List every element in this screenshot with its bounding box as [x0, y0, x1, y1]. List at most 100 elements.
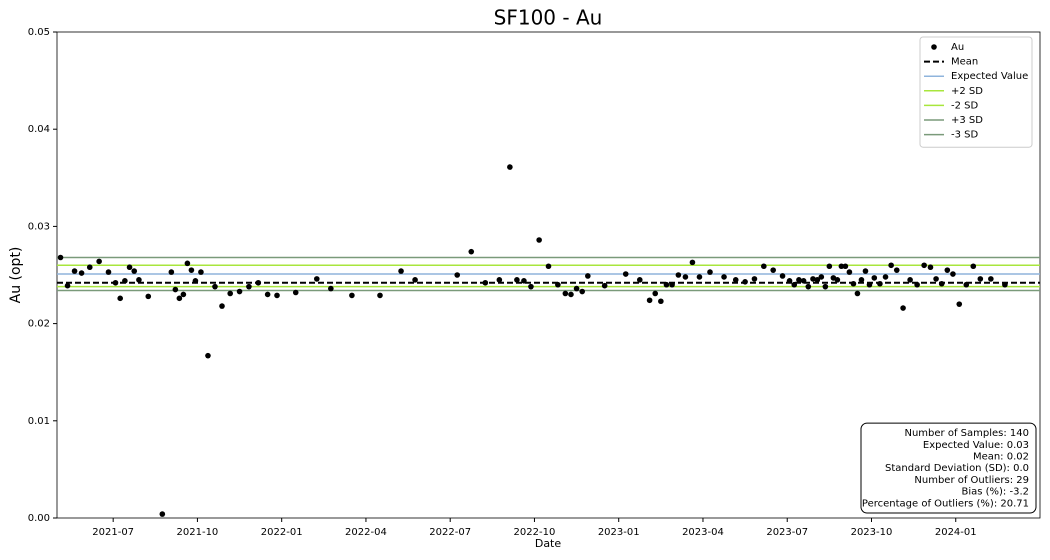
stats-line: Expected Value: 0.03 [923, 440, 1029, 451]
y-tick-label: 0.01 [28, 416, 50, 427]
stats-line: Standard Deviation (SD): 0.0 [885, 463, 1029, 474]
data-point [721, 274, 727, 280]
y-tick-label: 0.03 [28, 221, 50, 232]
y-axis-label: Au (opt) [8, 247, 24, 304]
data-point [205, 352, 211, 359]
legend-label: Expected Value [951, 71, 1028, 82]
data-point [669, 281, 675, 288]
data-point [198, 269, 204, 275]
x-tick-label: 2022-07 [429, 527, 471, 538]
data-point [521, 278, 527, 284]
data-point [636, 277, 643, 283]
plot-frame [56, 31, 1041, 519]
data-point [398, 268, 404, 274]
data-point [64, 282, 71, 289]
data-point [328, 285, 334, 292]
stats-frame [860, 422, 1037, 514]
data-point [468, 248, 475, 255]
data-point [707, 269, 713, 275]
data-point [846, 269, 853, 275]
data-point [933, 276, 939, 282]
data-point [507, 164, 513, 170]
legend: Au Mean Expected Value +2 SD -2 SD +3 SD -3 SD [919, 36, 1033, 148]
data-point [71, 268, 78, 274]
data-point [227, 290, 233, 297]
data-point [871, 275, 878, 281]
data-point [192, 278, 199, 284]
data-point [818, 274, 825, 280]
legend-label: Au [951, 42, 964, 53]
data-point [562, 290, 569, 297]
data-point [888, 262, 894, 269]
data-point [675, 272, 682, 278]
data-point [791, 281, 798, 288]
data-point [834, 277, 841, 283]
data-point [585, 273, 591, 279]
data-point [796, 277, 802, 283]
data-point [131, 268, 138, 274]
data-point [86, 264, 93, 271]
data-point [805, 283, 812, 290]
data-point [555, 281, 561, 288]
data-point [988, 276, 994, 282]
data-point [412, 277, 418, 283]
data-point [696, 274, 703, 280]
stats-line: Number of Samples: 140 [904, 428, 1029, 439]
data-point [255, 279, 262, 286]
data-point [786, 278, 793, 284]
data-point [1002, 281, 1008, 288]
data-point [96, 258, 102, 265]
data-point [732, 277, 739, 283]
data-point [236, 288, 243, 295]
data-point [536, 237, 542, 243]
data-point [159, 511, 166, 517]
data-point [977, 276, 984, 282]
legend-label: -2 SD [951, 100, 978, 111]
data-point [658, 298, 664, 305]
data-point [57, 254, 64, 261]
data-point [842, 263, 849, 270]
data-point [914, 281, 920, 288]
data-point [274, 292, 280, 299]
x-tick-label: 2022-04 [345, 527, 387, 538]
legend-label: +3 SD [951, 115, 983, 126]
data-point [454, 272, 461, 278]
data-point [770, 267, 776, 273]
data-point [117, 295, 123, 302]
data-point [528, 283, 534, 290]
legend-label: -3 SD [951, 130, 978, 141]
data-point [126, 264, 133, 271]
data-point [176, 295, 183, 302]
x-tick-label: 2024-01 [935, 527, 977, 538]
data-point [882, 274, 889, 280]
data-point [814, 277, 821, 283]
data-point [810, 276, 816, 282]
x-axis-label: Date [535, 537, 562, 550]
data-point [136, 277, 142, 283]
x-tick-label: 2021-10 [177, 527, 219, 538]
data-point [963, 281, 970, 288]
data-point [893, 267, 900, 273]
data-point [826, 263, 833, 270]
data-point [568, 291, 574, 298]
x-tick-label: 2023-10 [851, 527, 893, 538]
data-point [264, 291, 271, 298]
data-point [938, 280, 945, 287]
stats-line: Percentage of Outliers (%): 20.71 [862, 498, 1029, 509]
x-tick-label: 2022-10 [514, 527, 556, 538]
data-point [663, 281, 670, 288]
data-point [862, 268, 869, 274]
data-point [956, 301, 963, 307]
data-point [800, 278, 807, 284]
data-point [921, 262, 927, 269]
data-point [377, 292, 383, 299]
data-point [514, 277, 520, 283]
data-point [854, 290, 861, 297]
y-tick-label: 0.00 [28, 513, 50, 524]
data-point [313, 276, 320, 282]
data-point [188, 267, 195, 273]
stats-line: Mean: 0.02 [973, 452, 1029, 463]
data-point [601, 282, 608, 289]
stats-line: Number of Outliers: 29 [914, 475, 1029, 486]
data-point [219, 303, 225, 309]
